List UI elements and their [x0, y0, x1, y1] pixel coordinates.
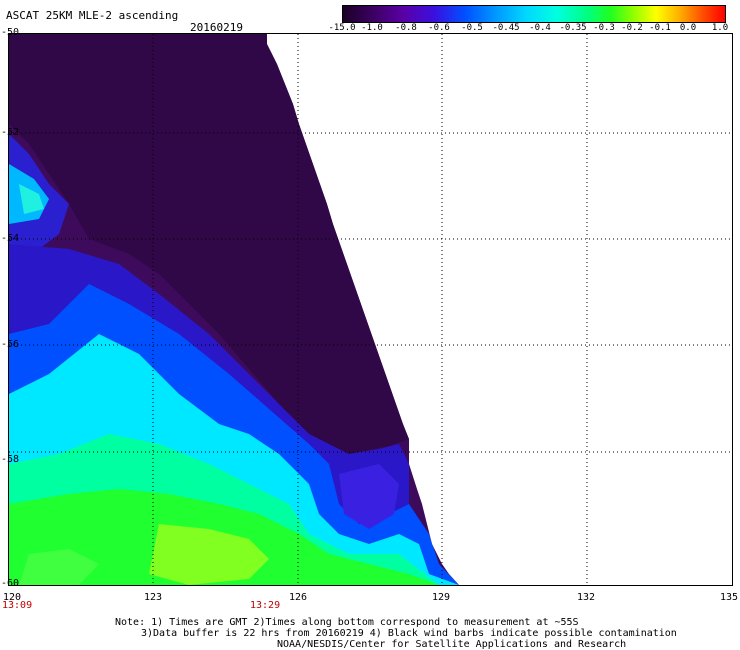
- colorbar-tick: -0.5: [461, 23, 483, 33]
- lon-label: 120: [2, 592, 22, 603]
- lon-label: 126: [288, 592, 308, 603]
- colorbar-tick: 0.0: [679, 23, 697, 33]
- graticule: [9, 34, 732, 585]
- colorbar-tick: -0.35: [559, 23, 587, 33]
- colorbar-tick: -0.1: [649, 23, 671, 33]
- lat-label: -56: [1, 339, 20, 350]
- time-label: 13:29: [250, 600, 281, 611]
- colorbar-tick: -0.8: [395, 23, 417, 33]
- colorbar-tick: 1.0: [711, 23, 729, 33]
- colorbar-tick: -0.45: [492, 23, 520, 33]
- scatterometer-swath: [9, 34, 459, 585]
- lat-label: -58: [1, 454, 20, 465]
- lon-label: 132: [576, 592, 596, 603]
- colorbar-tick: -0.2: [621, 23, 643, 33]
- colorbar-tick: -0.6: [428, 23, 450, 33]
- lon-label: 123: [143, 592, 163, 603]
- time-label: 13:09: [2, 600, 33, 611]
- map-title: ASCAT 25KM MLE-2 ascending: [6, 9, 179, 22]
- lon-label: 135: [719, 592, 739, 603]
- lat-label: -52: [1, 127, 20, 138]
- lat-label: -54: [1, 233, 20, 244]
- lat-label: -60: [1, 578, 20, 589]
- note-line: 3)Data buffer is 22 hrs from 20160219 4)…: [141, 628, 677, 639]
- swath-map: [8, 33, 733, 586]
- colorbar: [342, 5, 726, 23]
- colorbar-tick: -0.3: [593, 23, 615, 33]
- lon-label: 129: [431, 592, 451, 603]
- lat-label: -50: [1, 27, 20, 38]
- map-date: 20160219: [190, 21, 243, 34]
- note-line: Note: 1) Times are GMT 2)Times along bot…: [115, 617, 579, 628]
- colorbar-tick: -1.0: [361, 23, 383, 33]
- colorbar-tick: -0.4: [529, 23, 551, 33]
- colorbar-tick: -15.0: [328, 23, 356, 33]
- colorbar-ticks: -15.0 -1.0 -0.8 -0.6 -0.5 -0.45 -0.4 -0.…: [326, 23, 736, 35]
- note-line: NOAA/NESDIS/Center for Satellite Applica…: [277, 639, 627, 650]
